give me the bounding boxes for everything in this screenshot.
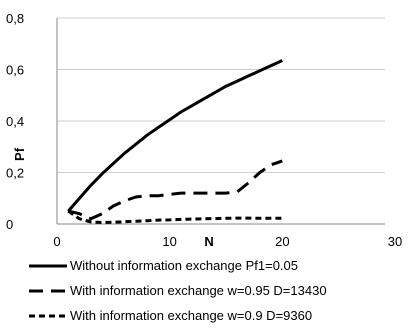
plot-area <box>67 59 283 224</box>
x-axis-label: N <box>204 234 213 249</box>
x-tick-label: 30 <box>388 234 402 249</box>
x-tick-label: 20 <box>275 234 289 249</box>
series-line-3 <box>67 209 283 224</box>
series-line-1 <box>67 59 283 213</box>
grid-lines <box>57 17 385 173</box>
legend-label-1: Without information exchange Pf1=0.05 <box>70 258 298 273</box>
tick-labels: 0 0,2 0,4 0,6 0,8 0 10 20 30 <box>6 11 402 249</box>
y-tick-label: 0,2 <box>6 166 24 181</box>
x-tick-label: 10 <box>162 234 176 249</box>
y-tick-label: 0,8 <box>6 11 24 26</box>
y-tick-label: 0 <box>6 217 13 232</box>
series-line-2 <box>67 159 283 221</box>
y-axis-label: Pf <box>12 147 27 161</box>
axes <box>56 18 385 225</box>
legend-label-3: With information exchange w=0.9 D=9360 <box>70 308 312 323</box>
x-tick-label: 0 <box>53 234 60 249</box>
legend: Without information exchange Pf1=0.05 Wit… <box>29 258 327 323</box>
y-tick-label: 0,4 <box>6 114 24 129</box>
y-tick-label: 0,6 <box>6 63 24 78</box>
legend-label-2: With information exchange w=0.95 D=13430 <box>70 283 327 298</box>
